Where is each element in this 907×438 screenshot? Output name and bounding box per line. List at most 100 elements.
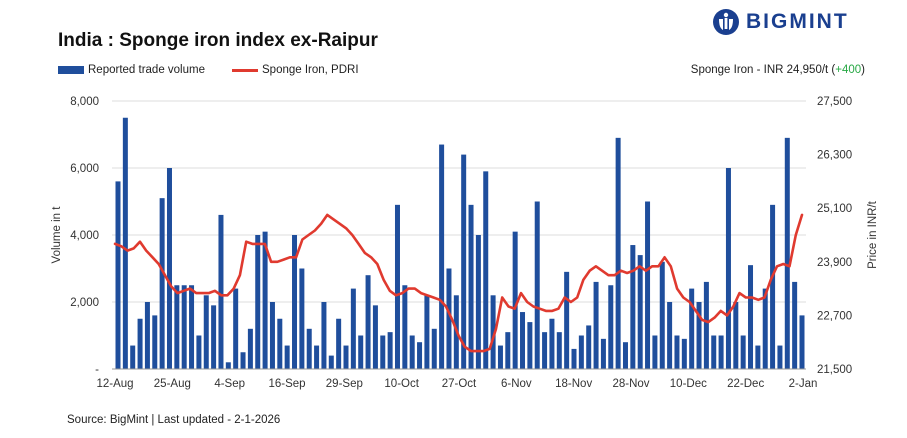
volume-bar: [637, 255, 643, 369]
volume-bar: [292, 235, 298, 369]
volume-bar: [799, 315, 805, 369]
y-right-tick-label: 22,700: [817, 310, 852, 322]
volume-bar: [394, 204, 400, 369]
volume-bars: [115, 117, 805, 369]
volume-bar: [321, 302, 327, 369]
volume-bar: [578, 335, 584, 369]
volume-bar: [446, 268, 452, 369]
source-note: Source: BigMint | Last updated - 2-1-202…: [67, 414, 281, 426]
brand-name: BIGMINT: [746, 10, 849, 33]
y-right-tick-label: 23,900: [817, 257, 852, 269]
volume-bar: [755, 345, 761, 369]
y-left-tick-label: 2,000: [70, 297, 99, 309]
y-right-axis-title: Price in INR/t: [867, 200, 879, 269]
volume-bar: [218, 214, 224, 369]
price-line: [113, 213, 804, 353]
volume-bar: [299, 268, 305, 369]
volume-bar: [681, 338, 687, 369]
volume-bar: [593, 281, 599, 369]
volume-bar: [372, 305, 378, 369]
x-tick-label: 12-Aug: [96, 378, 133, 390]
volume-bar: [667, 302, 673, 369]
volume-bar: [328, 355, 334, 369]
x-tick-label: 16-Sep: [268, 378, 305, 390]
volume-bar: [336, 318, 342, 369]
volume-bar: [269, 302, 275, 369]
volume-bar: [777, 345, 783, 369]
volume-bar: [196, 335, 202, 369]
volume-bar: [556, 332, 562, 369]
volume-bar: [733, 302, 739, 369]
y-left-tick-label: 4,000: [70, 230, 99, 242]
volume-bar: [115, 181, 121, 369]
volume-bar: [181, 285, 187, 369]
bigmint-logo: BIGMINT: [712, 8, 849, 36]
volume-bar: [130, 345, 136, 369]
x-tick-label: 18-Nov: [555, 378, 592, 390]
x-tick-label: 10-Dec: [670, 378, 707, 390]
volume-bar: [534, 201, 540, 369]
volume-bar: [365, 275, 371, 369]
y-right-tick-label: 25,100: [817, 203, 852, 215]
volume-bar: [483, 171, 489, 369]
volume-bar: [409, 335, 415, 369]
volume-bar: [166, 168, 172, 369]
volume-bar: [233, 288, 239, 369]
x-tick-label: 22-Dec: [727, 378, 764, 390]
volume-bar: [122, 117, 128, 369]
x-tick-label: 10-Oct: [384, 378, 419, 390]
chart-title: India : Sponge iron index ex-Raipur: [58, 30, 378, 51]
volume-bar: [549, 318, 555, 369]
volume-bar: [608, 285, 614, 369]
volume-bar: [645, 201, 651, 369]
legend-line-label: Sponge Iron, PDRI: [262, 64, 359, 76]
y-left-axis-title: Volume in t: [51, 206, 63, 264]
volume-bar: [689, 288, 695, 369]
volume-bar: [505, 332, 511, 369]
volume-bar: [461, 154, 467, 369]
volume-bar: [159, 198, 165, 369]
volume-bar: [475, 235, 481, 369]
volume-bar: [542, 332, 548, 369]
volume-bar: [748, 265, 754, 369]
volume-bar: [358, 335, 364, 369]
x-tick-label: 6-Nov: [501, 378, 532, 390]
volume-bar: [211, 305, 217, 369]
legend-bar-swatch: [58, 66, 84, 74]
volume-bar: [762, 288, 768, 369]
volume-bar: [711, 335, 717, 369]
x-tick-label: 2-Jan: [789, 378, 818, 390]
price-line-group: [113, 213, 804, 353]
volume-bar: [630, 245, 636, 369]
volume-bar: [652, 335, 658, 369]
volume-bar: [520, 312, 526, 369]
x-tick-label: 27-Oct: [442, 378, 477, 390]
volume-bar: [431, 328, 437, 369]
volume-bar: [306, 328, 312, 369]
volume-bar: [262, 231, 268, 369]
volume-bar: [387, 332, 393, 369]
volume-bar: [255, 235, 261, 369]
volume-bar: [571, 348, 577, 369]
volume-bar: [586, 325, 592, 369]
volume-bar: [343, 345, 349, 369]
volume-bar: [792, 281, 798, 369]
volume-bar: [659, 261, 665, 369]
volume-bar: [527, 322, 533, 369]
volume-bar: [277, 318, 283, 369]
volume-bar: [380, 335, 386, 369]
volume-bar: [770, 204, 776, 369]
volume-bar: [439, 144, 445, 369]
volume-bar: [144, 302, 150, 369]
x-tick-label: 29-Sep: [326, 378, 363, 390]
volume-bar: [725, 168, 731, 369]
volume-bar: [497, 345, 503, 369]
volume-bar: [402, 285, 408, 369]
volume-bar: [137, 318, 143, 369]
y-left-tick-label: -: [95, 364, 99, 376]
volume-bar: [225, 362, 231, 369]
volume-bar: [350, 288, 356, 369]
volume-bar: [424, 295, 430, 369]
